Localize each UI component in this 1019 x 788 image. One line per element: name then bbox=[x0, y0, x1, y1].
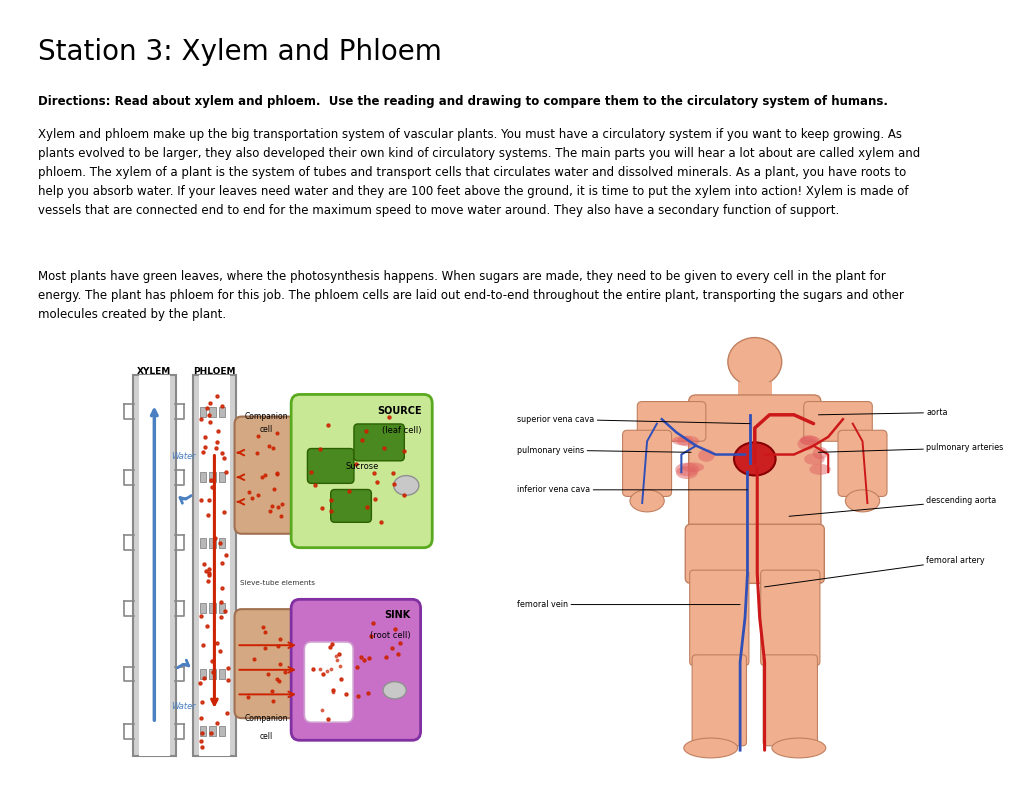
Text: Directions: Read about xylem and phloem.  Use the reading and drawing to compare: Directions: Read about xylem and phloem.… bbox=[38, 95, 888, 108]
Ellipse shape bbox=[728, 337, 781, 386]
FancyBboxPatch shape bbox=[803, 402, 871, 441]
Bar bbox=[209, 604, 215, 613]
Text: (root cell): (root cell) bbox=[369, 631, 410, 640]
Ellipse shape bbox=[383, 682, 406, 699]
FancyBboxPatch shape bbox=[290, 395, 432, 548]
Text: Water: Water bbox=[171, 702, 196, 712]
Ellipse shape bbox=[672, 436, 693, 445]
Text: Companion: Companion bbox=[245, 714, 288, 723]
Ellipse shape bbox=[676, 466, 697, 479]
Bar bbox=[209, 472, 215, 482]
Bar bbox=[200, 604, 206, 613]
Text: Companion: Companion bbox=[245, 411, 288, 421]
FancyBboxPatch shape bbox=[762, 655, 816, 745]
FancyBboxPatch shape bbox=[685, 524, 823, 583]
FancyBboxPatch shape bbox=[637, 402, 705, 441]
FancyBboxPatch shape bbox=[132, 375, 175, 756]
Text: (leaf cell): (leaf cell) bbox=[382, 426, 422, 435]
Text: SOURCE: SOURCE bbox=[377, 406, 422, 415]
FancyBboxPatch shape bbox=[290, 600, 420, 740]
Bar bbox=[218, 669, 224, 678]
FancyBboxPatch shape bbox=[838, 430, 887, 496]
Bar bbox=[139, 375, 169, 756]
Bar bbox=[200, 538, 206, 548]
Text: cell: cell bbox=[260, 426, 273, 434]
Ellipse shape bbox=[734, 442, 774, 475]
Bar bbox=[737, 381, 771, 403]
Ellipse shape bbox=[630, 490, 663, 512]
Text: Station 3: Xylem and Phloem: Station 3: Xylem and Phloem bbox=[38, 38, 441, 66]
Text: descending aorta: descending aorta bbox=[789, 496, 996, 516]
Text: Most plants have green leaves, where the photosynthesis happens. When sugars are: Most plants have green leaves, where the… bbox=[38, 270, 903, 321]
Text: superior vena cava: superior vena cava bbox=[517, 414, 749, 424]
FancyBboxPatch shape bbox=[760, 571, 819, 665]
Bar bbox=[218, 604, 224, 613]
Text: Sucrose: Sucrose bbox=[344, 463, 378, 471]
Ellipse shape bbox=[797, 437, 815, 451]
Bar bbox=[218, 727, 224, 736]
FancyBboxPatch shape bbox=[304, 642, 353, 723]
Ellipse shape bbox=[812, 447, 827, 459]
Bar bbox=[200, 472, 206, 482]
Bar bbox=[199, 375, 229, 756]
Ellipse shape bbox=[845, 490, 878, 512]
FancyBboxPatch shape bbox=[193, 375, 235, 756]
Bar bbox=[209, 407, 215, 417]
Text: femoral artery: femoral artery bbox=[764, 556, 983, 587]
Ellipse shape bbox=[677, 436, 698, 446]
Bar bbox=[200, 727, 206, 736]
Ellipse shape bbox=[803, 453, 823, 465]
Ellipse shape bbox=[683, 738, 737, 758]
Bar bbox=[200, 669, 206, 678]
FancyBboxPatch shape bbox=[234, 609, 299, 718]
FancyBboxPatch shape bbox=[688, 395, 820, 541]
FancyBboxPatch shape bbox=[622, 430, 671, 496]
Bar bbox=[218, 407, 224, 417]
Text: Sieve-tube elements: Sieve-tube elements bbox=[239, 580, 314, 585]
Text: SINK: SINK bbox=[383, 611, 410, 620]
Bar bbox=[218, 538, 224, 548]
FancyBboxPatch shape bbox=[689, 571, 748, 665]
Bar bbox=[200, 407, 206, 417]
Text: Water: Water bbox=[171, 452, 196, 461]
Ellipse shape bbox=[681, 463, 703, 472]
Ellipse shape bbox=[808, 464, 829, 475]
Text: pulmonary arteries: pulmonary arteries bbox=[817, 444, 1003, 452]
FancyBboxPatch shape bbox=[692, 655, 746, 745]
Bar bbox=[209, 538, 215, 548]
Text: Xylem and phloem make up the big transportation system of vascular plants. You m: Xylem and phloem make up the big transpo… bbox=[38, 128, 919, 217]
Text: femoral vein: femoral vein bbox=[517, 600, 740, 609]
FancyBboxPatch shape bbox=[354, 424, 404, 461]
Bar bbox=[218, 472, 224, 482]
Ellipse shape bbox=[393, 476, 419, 495]
Bar bbox=[209, 669, 215, 678]
Text: aorta: aorta bbox=[817, 408, 947, 417]
FancyBboxPatch shape bbox=[307, 448, 354, 483]
Ellipse shape bbox=[799, 436, 819, 445]
Text: cell: cell bbox=[260, 732, 273, 741]
Ellipse shape bbox=[675, 463, 698, 476]
FancyBboxPatch shape bbox=[330, 489, 371, 522]
Bar bbox=[209, 727, 215, 736]
Ellipse shape bbox=[697, 449, 714, 462]
FancyBboxPatch shape bbox=[234, 417, 299, 533]
Ellipse shape bbox=[799, 435, 817, 445]
Text: PHLOEM: PHLOEM bbox=[193, 366, 235, 376]
Ellipse shape bbox=[771, 738, 825, 758]
Text: pulmonary veins: pulmonary veins bbox=[517, 445, 691, 455]
Text: XYLEM: XYLEM bbox=[138, 366, 171, 376]
Text: inferior vena cava: inferior vena cava bbox=[517, 485, 747, 494]
